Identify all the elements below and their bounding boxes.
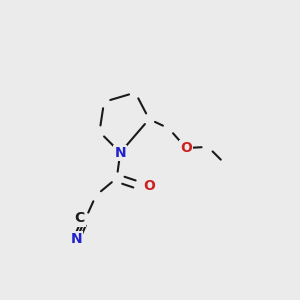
Text: O: O	[143, 179, 155, 193]
Text: N: N	[70, 232, 82, 246]
Text: N: N	[114, 146, 126, 160]
Text: C: C	[74, 212, 85, 226]
Text: O: O	[180, 141, 192, 155]
